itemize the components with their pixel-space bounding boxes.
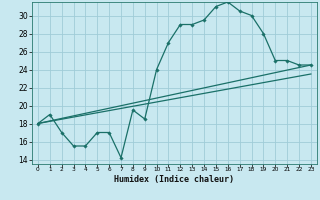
X-axis label: Humidex (Indice chaleur): Humidex (Indice chaleur)	[115, 175, 234, 184]
